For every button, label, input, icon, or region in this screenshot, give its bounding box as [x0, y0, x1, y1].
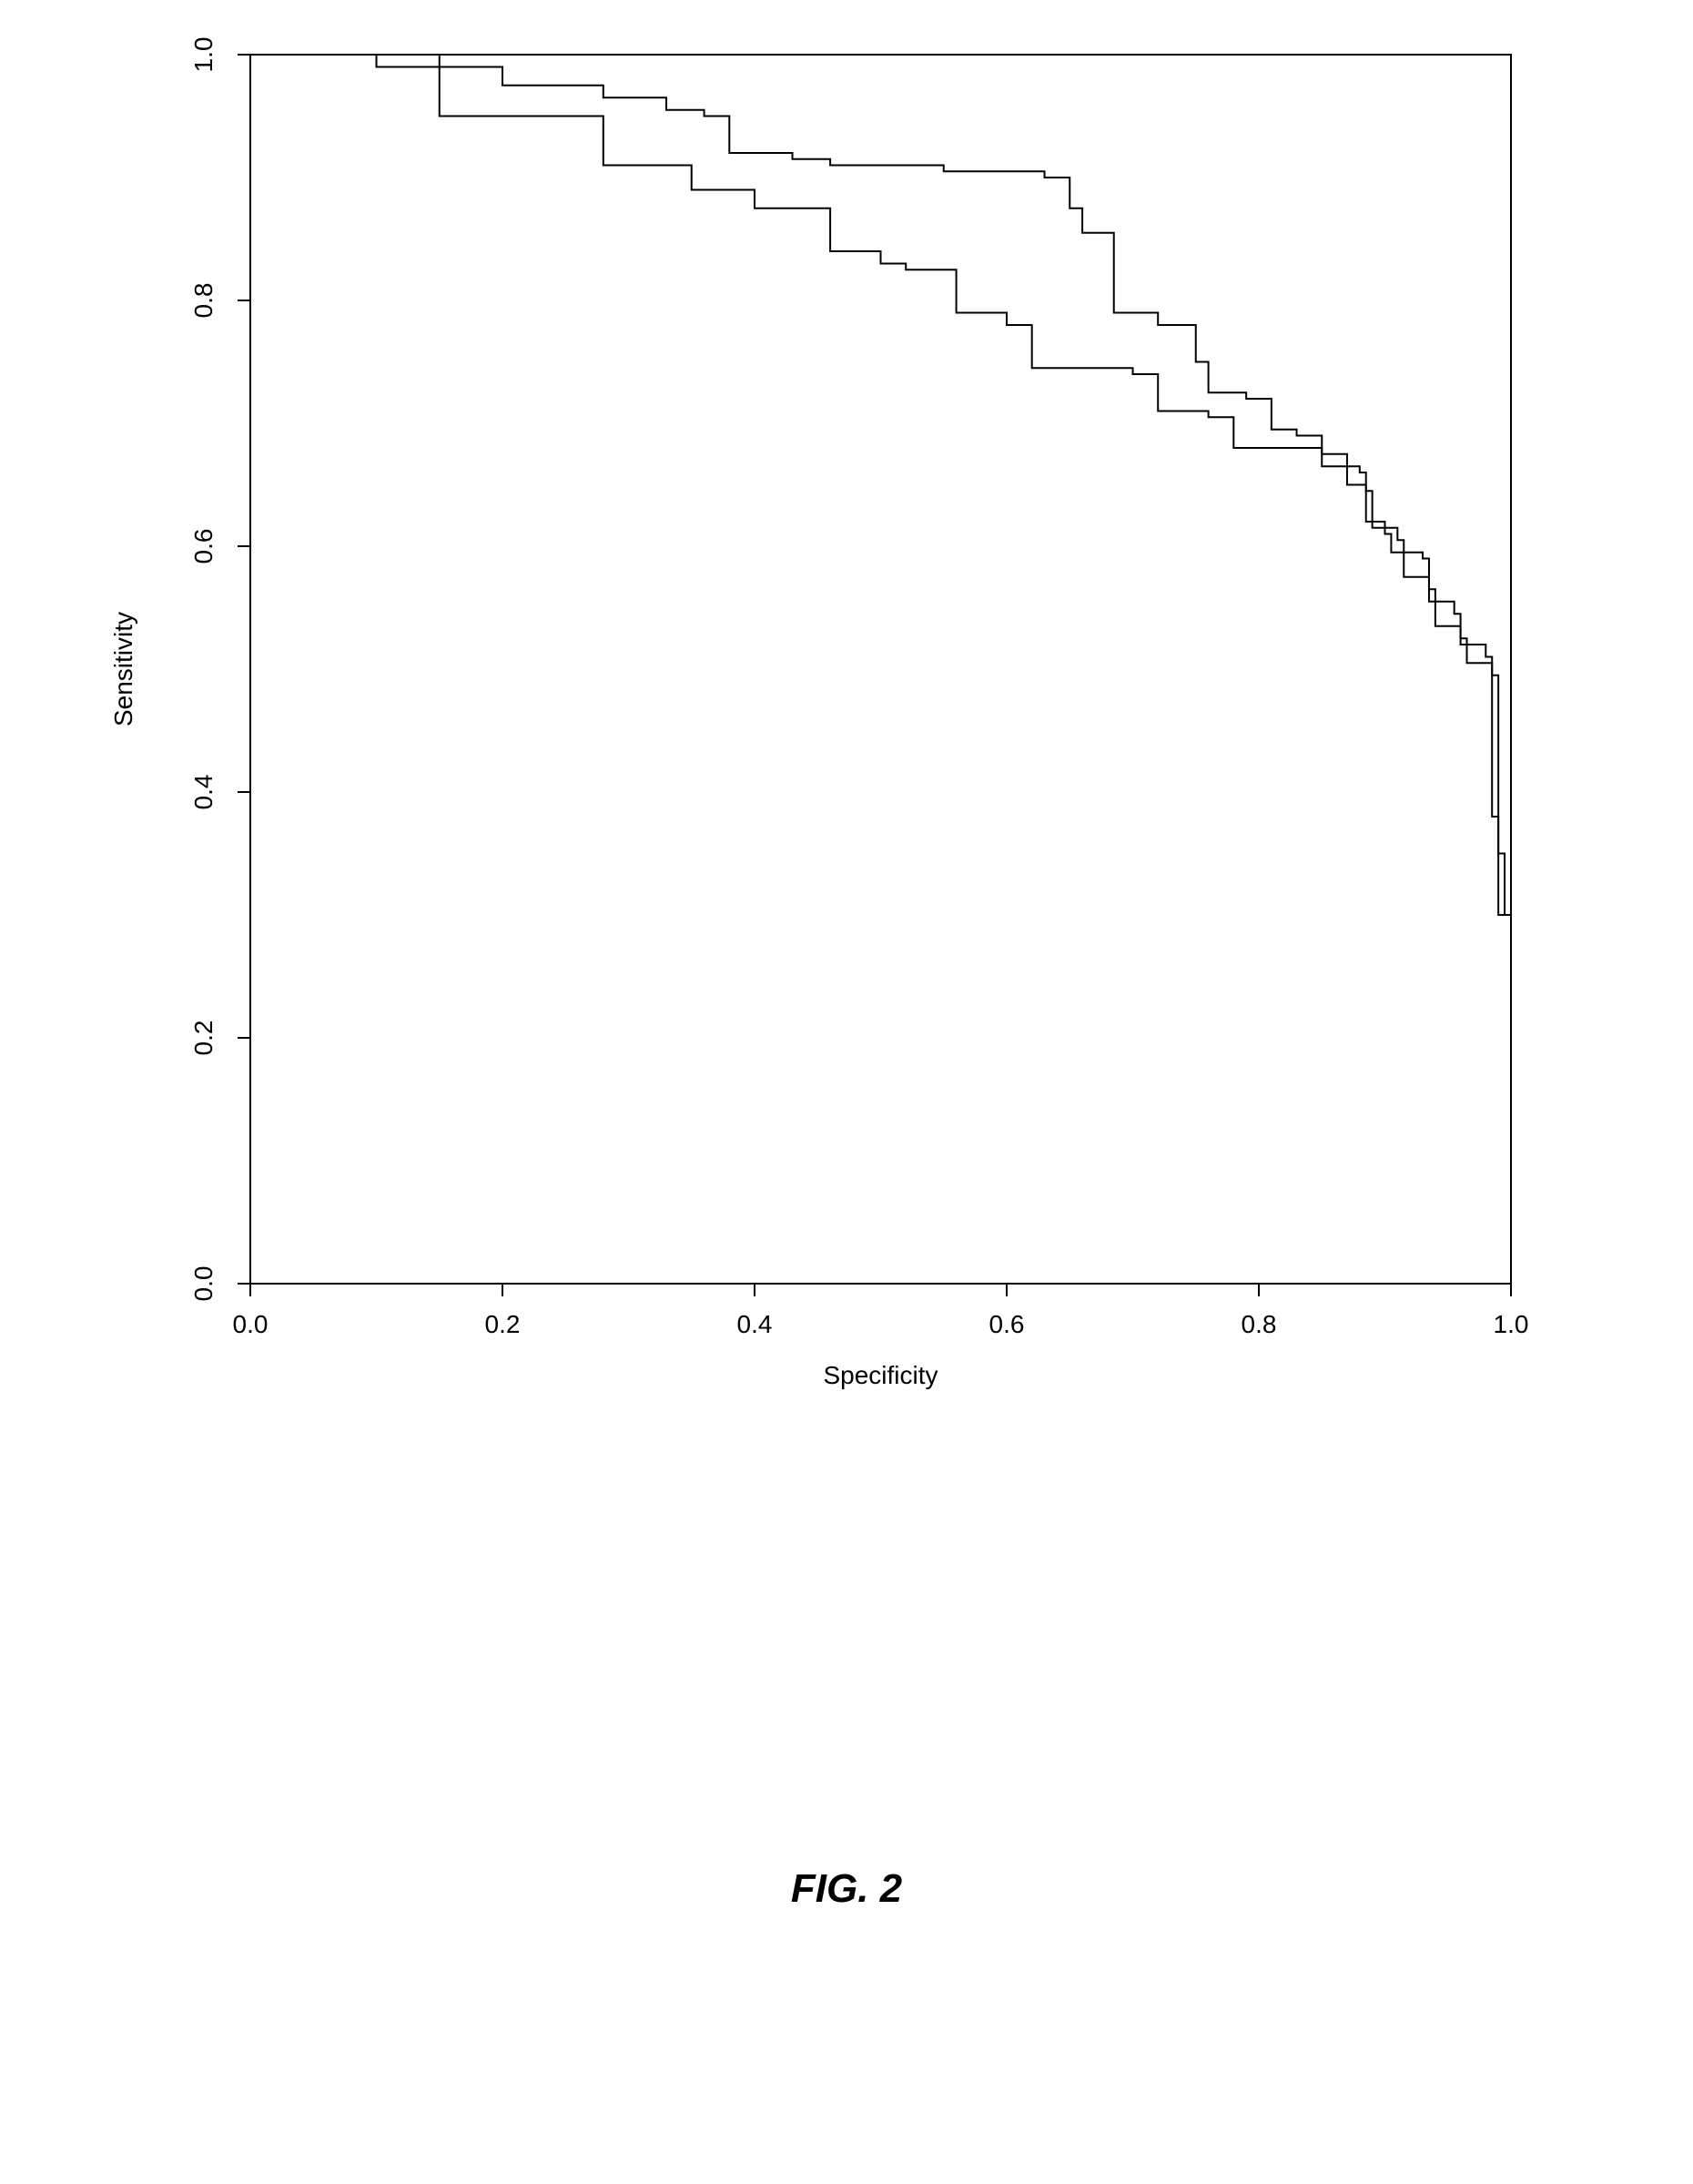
x-tick-label: 0.6: [989, 1310, 1025, 1338]
figure-container: 0.0 0.2 0.4 0.6 0.8 1.0 0.0 0.2 0.4 0.6 0.8 1.0 Spec…: [0, 0, 1693, 2184]
y-tick-label: 0.8: [189, 283, 218, 319]
y-axis-label: Sensitivity: [109, 612, 137, 726]
x-tick-label: 0.8: [1242, 1310, 1277, 1338]
x-tick-label: 0.2: [485, 1310, 521, 1338]
x-tick-label: 1.0: [1494, 1310, 1529, 1338]
x-tick-label: 0.0: [233, 1310, 269, 1338]
roc-chart: 0.0 0.2 0.4 0.6 0.8 1.0 0.0 0.2 0.4 0.6 0.8 1.0 Spec…: [0, 0, 1693, 2184]
y-tick-label: 0.4: [189, 775, 218, 810]
figure-caption: FIG. 2: [0, 1866, 1693, 1912]
y-tick-label: 0.0: [189, 1266, 218, 1302]
y-tick-label: 1.0: [189, 37, 218, 73]
y-tick-label: 0.6: [189, 529, 218, 564]
x-tick-label: 0.4: [737, 1310, 773, 1338]
x-axis-label: Specificity: [823, 1361, 938, 1389]
y-tick-label: 0.2: [189, 1021, 218, 1056]
